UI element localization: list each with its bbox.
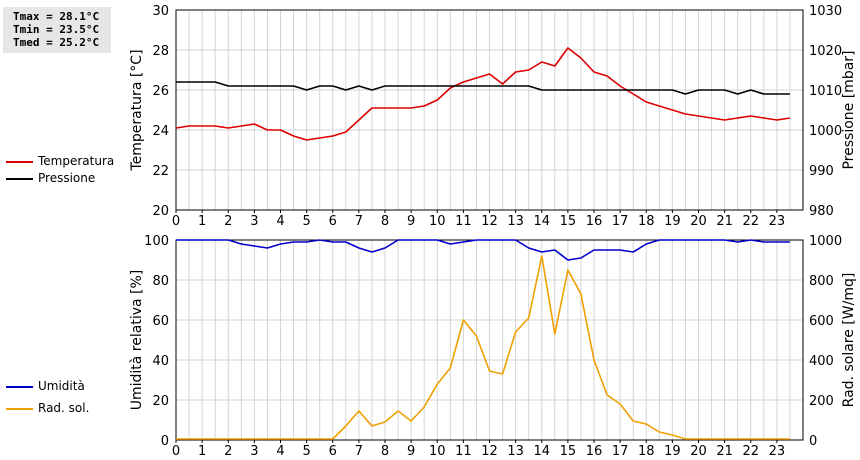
x-tick-label: 19 xyxy=(664,214,681,229)
stats-box: Tmax = 28.1°C Tmin = 23.5°C Tmed = 25.2°… xyxy=(3,7,111,53)
x-tick-label: 17 xyxy=(612,444,629,459)
x-tick-label: 16 xyxy=(586,444,603,459)
x-tick-label: 4 xyxy=(276,214,284,229)
x-tick-label: 7 xyxy=(355,214,363,229)
x-tick-label: 17 xyxy=(612,214,629,229)
y-tick-label-right: 990 xyxy=(809,164,834,179)
legend-swatch-umidita xyxy=(6,386,33,388)
y-tick-label-left: 24 xyxy=(152,124,169,139)
x-tick-label: 11 xyxy=(455,444,472,459)
legend-swatch-pressione xyxy=(6,178,33,180)
y-tick-label-left: 20 xyxy=(152,394,169,409)
legend-label: Temperatura xyxy=(38,154,115,168)
x-tick-label: 15 xyxy=(560,214,577,229)
x-tick-label: 12 xyxy=(481,214,498,229)
y-axis-title-right: Pressione [mbar] xyxy=(841,50,857,169)
x-tick-label: 8 xyxy=(381,214,389,229)
chart-panel-1 xyxy=(175,9,804,213)
y-tick-label-left: 80 xyxy=(152,274,169,289)
x-tick-label: 9 xyxy=(407,444,415,459)
y-tick-label-left: 20 xyxy=(152,204,169,219)
x-tick-label: 13 xyxy=(507,444,524,459)
chart-panel-2 xyxy=(175,239,804,443)
y-tick-label-right: 0 xyxy=(809,434,817,449)
y-axis-title-left: Umidità relativa [%] xyxy=(129,270,145,411)
stat-tmed: Tmed = 25.2°C xyxy=(13,36,100,49)
x-tick-label: 11 xyxy=(455,214,472,229)
y-tick-label-right: 400 xyxy=(809,354,834,369)
y-tick-label-right: 1010 xyxy=(809,84,842,99)
stat-tmax: Tmax = 28.1°C xyxy=(13,10,100,23)
series-line-pressione xyxy=(176,81,790,95)
legend-label: Pressione xyxy=(38,171,96,185)
legend-swatch-temperatura xyxy=(6,161,33,163)
y-axis-title-left: Temperatura [°C] xyxy=(129,49,145,171)
y-tick-label-right: 1020 xyxy=(809,44,842,59)
y-tick-label-left: 22 xyxy=(152,164,169,179)
y-tick-label-left: 30 xyxy=(152,4,169,19)
x-tick-label: 8 xyxy=(381,444,389,459)
x-tick-label: 0 xyxy=(172,214,180,229)
x-tick-label: 20 xyxy=(690,214,707,229)
series-line-umidit xyxy=(176,239,790,261)
y-tick-label-right: 1000 xyxy=(809,234,842,249)
series-line-rad-sol xyxy=(176,255,790,440)
x-tick-label: 13 xyxy=(507,214,524,229)
x-tick-label: 5 xyxy=(302,214,310,229)
x-tick-label: 14 xyxy=(533,214,550,229)
x-tick-label: 15 xyxy=(560,444,577,459)
stat-tmin: Tmin = 23.5°C xyxy=(13,23,100,36)
x-tick-label: 20 xyxy=(690,444,707,459)
y-tick-label-right: 600 xyxy=(809,314,834,329)
x-tick-label: 21 xyxy=(716,444,733,459)
y-tick-label-left: 40 xyxy=(152,354,169,369)
x-tick-label: 2 xyxy=(224,444,232,459)
x-tick-label: 10 xyxy=(429,444,446,459)
x-tick-label: 16 xyxy=(586,214,603,229)
x-tick-label: 21 xyxy=(716,214,733,229)
legend-label: Rad. sol. xyxy=(38,401,90,415)
y-tick-label-right: 200 xyxy=(809,394,834,409)
x-tick-label: 3 xyxy=(250,214,258,229)
legend-swatch-rad-sol xyxy=(6,408,33,410)
x-tick-label: 2 xyxy=(224,214,232,229)
x-tick-label: 3 xyxy=(250,444,258,459)
x-tick-label: 12 xyxy=(481,444,498,459)
x-tick-label: 22 xyxy=(742,444,759,459)
x-tick-label: 18 xyxy=(638,444,655,459)
y-tick-label-left: 100 xyxy=(144,234,169,249)
x-tick-label: 19 xyxy=(664,444,681,459)
y-tick-label-right: 980 xyxy=(809,204,834,219)
x-tick-label: 5 xyxy=(302,444,310,459)
x-tick-label: 18 xyxy=(638,214,655,229)
x-tick-label: 6 xyxy=(329,214,337,229)
x-tick-label: 23 xyxy=(769,214,786,229)
x-tick-label: 1 xyxy=(198,444,206,459)
y-tick-label-left: 28 xyxy=(152,44,169,59)
x-tick-label: 0 xyxy=(172,444,180,459)
x-tick-label: 4 xyxy=(276,444,284,459)
y-tick-label-left: 26 xyxy=(152,84,169,99)
x-tick-label: 23 xyxy=(769,444,786,459)
y-tick-label-right: 800 xyxy=(809,274,834,289)
series-line-temperatura xyxy=(175,47,791,141)
x-tick-label: 6 xyxy=(329,444,337,459)
y-tick-label-right: 1030 xyxy=(809,4,842,19)
y-tick-label-left: 0 xyxy=(161,434,169,449)
x-tick-label: 1 xyxy=(198,214,206,229)
x-tick-label: 9 xyxy=(407,214,415,229)
x-tick-label: 22 xyxy=(742,214,759,229)
y-tick-label-right: 1000 xyxy=(809,124,842,139)
x-tick-label: 14 xyxy=(533,444,550,459)
x-tick-label: 7 xyxy=(355,444,363,459)
y-tick-label-left: 60 xyxy=(152,314,169,329)
y-axis-title-right: Rad. solare [W/mq] xyxy=(841,273,857,408)
legend-label: Umidità xyxy=(38,379,85,393)
x-tick-label: 10 xyxy=(429,214,446,229)
